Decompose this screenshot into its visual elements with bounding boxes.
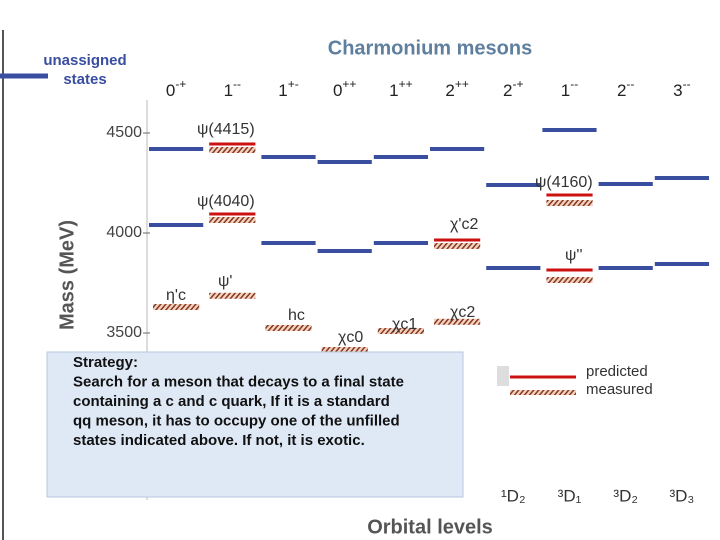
predicted-level [434,238,481,242]
unassigned-level [317,160,372,164]
measured-level [209,147,256,153]
column-label: 1-- [561,77,578,100]
predicted-level [546,268,593,272]
measured-level [377,328,424,334]
column-label: 0++ [333,77,356,100]
x-tick-label: ³D₃ [669,486,694,505]
state-label: ψ' [218,273,232,290]
predicted-level [209,212,256,216]
unassigned-level [373,155,428,159]
state-label: η'c [166,287,186,304]
unassigned-level [654,262,709,266]
x-tick-label: ¹D₂ [501,486,526,505]
unassigned-level [149,223,204,227]
chart-title: Charmonium mesons [328,37,532,59]
column-label: 0-+ [166,77,186,100]
measured-level [546,277,593,283]
measured-level [209,217,256,223]
x-tick-label: ³D₂ [613,486,638,505]
unassigned-level [486,183,541,187]
state-label: ψ(4160) [535,174,593,191]
measured-level [265,325,312,331]
state-label: ψ(4415) [197,121,255,138]
unassigned-level [430,147,485,151]
y-tick-label: 4000 [106,224,142,241]
column-label: 2++ [445,77,468,100]
legend-label: predicted [586,363,648,380]
state-label: χ'c2 [450,216,478,233]
strategy-line: containing a c and c quark, If it is a s… [73,393,390,410]
column-label: 1++ [389,77,412,100]
state-label: χc2 [450,304,475,321]
state-label: χc1 [392,316,417,333]
predicted-level [209,142,256,146]
measured-level [209,292,256,299]
strategy-text: Strategy: Search for a meson that decays … [73,354,404,449]
y-tick-label: 3500 [106,324,142,341]
measured-level [546,200,593,206]
strategy-line: states indicated above. If not, it is ex… [73,432,365,449]
strategy-line: Search for a meson that decays to a fina… [73,373,404,390]
column-label: 3-- [673,77,690,100]
legend-label: unassigned states [43,52,127,88]
unassigned-level [261,155,316,159]
state-label: χc0 [338,329,363,346]
measured-level [434,243,481,249]
unassigned-level [486,266,541,270]
legend-label: measured [586,381,653,398]
unassigned-level [598,182,653,186]
strategy-line: Strategy: [73,354,138,371]
state-label: ψ'' [565,247,583,264]
unassigned-level [373,241,428,245]
measured-level [153,304,200,310]
strategy-line: qq meson, it has to occupy one of the un… [73,412,400,429]
x-tick-label: ³D₁ [558,486,582,505]
unassigned-level [149,147,204,151]
unassigned-level [317,249,372,253]
y-tick-label: 4500 [106,124,142,141]
measured-level [434,318,481,325]
plot-area: 3500 4000 4500 0-+ 1-- 1+- 0++ 1++ 2++ 2-+ 1-- 2-- 3… [106,77,709,505]
predicted-level [546,193,593,197]
state-label: hc [288,307,305,324]
unassigned-level [542,128,597,132]
measured-level [321,347,368,353]
x-axis-title: Orbital levels [367,516,493,538]
unassigned-level [654,176,709,180]
column-label: 1-- [224,77,241,100]
unassigned-level [261,241,316,245]
legend-swatch [510,390,576,395]
column-label: 2-+ [503,77,523,100]
strategy-box [46,351,464,498]
state-label: ψ(4040) [197,193,255,210]
unassigned-level [598,266,653,270]
column-label: 1+- [278,77,298,100]
legend-deco [497,366,509,386]
column-label: 2-- [617,77,634,100]
y-axis-title: Mass (MeV) [56,220,78,330]
